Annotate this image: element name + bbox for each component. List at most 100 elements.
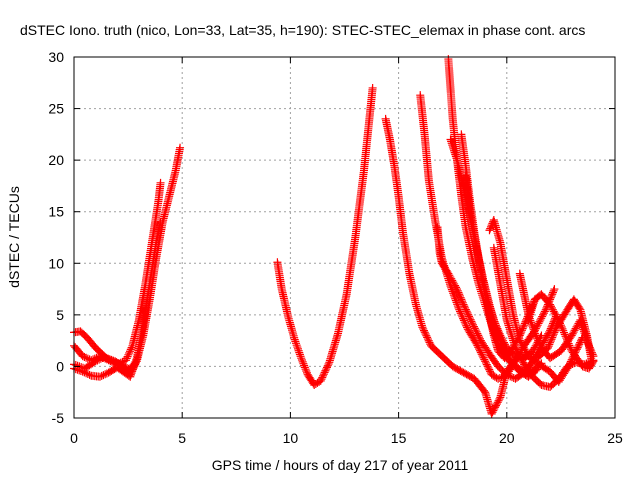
data-point [455, 307, 464, 316]
data-point [100, 353, 109, 362]
data-point [587, 346, 596, 355]
data-point [292, 341, 301, 350]
data-point [156, 218, 165, 227]
data-point [537, 359, 546, 368]
data-point [317, 375, 326, 384]
data-point [451, 294, 460, 303]
data-point [530, 329, 539, 338]
series-16 [524, 290, 598, 373]
data-point [456, 293, 465, 302]
data-point [300, 361, 309, 370]
series-13 [485, 215, 596, 363]
data-point [474, 331, 483, 340]
data-point [125, 349, 134, 358]
data-point [555, 317, 564, 326]
data-point [574, 341, 583, 350]
data-point [585, 341, 594, 350]
data-point [531, 331, 540, 340]
data-point [548, 305, 557, 314]
data-point [465, 314, 474, 323]
data-point [564, 339, 573, 348]
data-point [486, 367, 495, 376]
data-point [554, 316, 563, 325]
data-point [468, 319, 477, 328]
data-point [93, 356, 102, 365]
data-point [457, 295, 466, 304]
x-tick-label: 20 [499, 430, 515, 446]
data-point [492, 322, 501, 331]
data-point [125, 347, 134, 356]
data-point [481, 358, 490, 367]
data-point [297, 356, 306, 365]
data-point [529, 345, 538, 354]
data-point [551, 310, 560, 319]
data-point [549, 286, 558, 295]
data-point [126, 370, 135, 379]
data-point [497, 333, 506, 342]
data-point [530, 327, 539, 336]
data-point [571, 324, 580, 333]
data-point [176, 143, 185, 152]
data-point [546, 302, 555, 311]
data-point [95, 355, 104, 364]
data-point [486, 224, 495, 233]
data-point [546, 336, 555, 345]
data-point [290, 335, 299, 344]
data-point [493, 324, 502, 333]
data-point [499, 336, 508, 345]
data-point [463, 308, 472, 317]
data-point [498, 335, 507, 344]
data-point [490, 404, 499, 413]
data-point [588, 350, 597, 359]
data-point [294, 346, 303, 355]
data-point [293, 344, 302, 353]
data-point [419, 326, 428, 335]
y-tick-label: 0 [56, 358, 64, 374]
data-point [475, 346, 484, 355]
data-point [457, 311, 466, 320]
data-point [546, 300, 555, 309]
data-point [298, 357, 307, 366]
data-point [584, 340, 593, 349]
data-point [423, 333, 432, 342]
data-point [470, 324, 479, 333]
data-point [495, 395, 504, 404]
data-point [419, 324, 428, 333]
data-point [566, 345, 575, 354]
data-point [500, 338, 509, 347]
data-point [466, 315, 475, 324]
data-point [456, 309, 465, 318]
data-point [482, 360, 491, 369]
data-point [418, 323, 427, 332]
data-point [447, 274, 456, 283]
x-tick-label: 25 [607, 430, 623, 446]
data-point [475, 334, 484, 343]
data-point [420, 328, 429, 337]
data-point [130, 359, 139, 368]
data-point [458, 297, 467, 306]
data-point [537, 314, 546, 323]
data-point [547, 291, 556, 300]
data-point [302, 368, 311, 377]
data-point [528, 323, 537, 332]
data-point [421, 329, 430, 338]
data-point [492, 399, 501, 408]
data-point [478, 352, 487, 361]
data-point [455, 305, 464, 314]
data-point [127, 343, 136, 352]
data-point [558, 324, 567, 333]
x-tick-label: 5 [178, 430, 186, 446]
y-tick-label: 30 [48, 49, 64, 65]
data-point [71, 361, 80, 370]
data-point [454, 288, 463, 297]
data-point [455, 291, 464, 300]
data-point [458, 298, 467, 307]
x-tick-label: 0 [70, 430, 78, 446]
y-tick-label: 25 [48, 101, 64, 117]
data-point [302, 367, 311, 376]
data-point [535, 317, 544, 326]
data-point [324, 359, 333, 368]
data-point [570, 326, 579, 335]
data-point [322, 363, 331, 372]
